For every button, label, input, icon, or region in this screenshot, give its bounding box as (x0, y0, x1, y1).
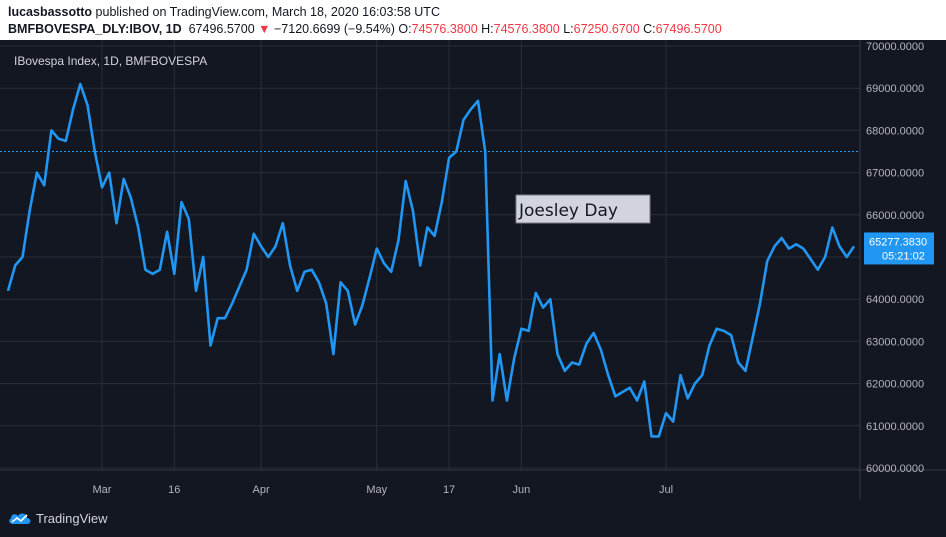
y-tick-label: 69000.0000 (866, 83, 924, 95)
symbol-label: BMFBOVESPA_DLY:IBOV, 1D (8, 22, 182, 36)
series-line (6, 82, 856, 438)
tradingview-cloud-icon (9, 513, 31, 524)
x-tick-label: Jun (513, 484, 531, 496)
x-tick-label: Jul (659, 484, 673, 496)
y-tick-label: 67000.0000 (866, 168, 924, 180)
price-chart[interactable]: 60000.0000 61000.0000 62000.0000 63000.0000… (0, 40, 946, 500)
low-label: L: (563, 22, 574, 36)
chart-legend: IBovespa Index, 1D, BMFBOVESPA (14, 54, 207, 68)
x-tick-label: Mar (93, 484, 112, 496)
y-tick-label: 61000.0000 (866, 421, 924, 433)
y-tick-label: 68000.0000 (866, 125, 924, 137)
x-tick-label: Apr (253, 484, 270, 496)
annotation-text: Joesley Day (518, 201, 618, 221)
x-tick-label: 16 (168, 484, 180, 496)
bar-countdown: 05:21:02 (882, 250, 925, 262)
price-change: −7120.6699 (−9.54%) (274, 22, 395, 36)
x-tick-label: May (366, 484, 387, 496)
high-label: H: (481, 22, 494, 36)
high-value: 74576.3800 (493, 22, 560, 36)
chart-footer: TradingView (0, 500, 946, 537)
y-tick-label: 66000.0000 (866, 210, 924, 222)
close-label: C: (643, 22, 656, 36)
y-tick-label: 70000.0000 (866, 41, 924, 53)
y-tick-label: 64000.0000 (866, 294, 924, 306)
y-tick-label: 62000.0000 (866, 379, 924, 391)
last-price: 67496.5700 (188, 22, 255, 36)
published-text: published on TradingView.com, March 18, … (95, 5, 440, 19)
author-name[interactable]: lucasbassotto (8, 5, 93, 19)
y-tick-label: 60000.0000 (866, 463, 924, 475)
publish-line: lucasbassotto published on TradingView.c… (8, 5, 440, 19)
chart-header: lucasbassotto published on TradingView.c… (0, 0, 946, 40)
ohlc-line: BMFBOVESPA_DLY:IBOV, 1D 67496.5700 ▼ −71… (8, 22, 722, 36)
x-tick-label: 17 (443, 484, 455, 496)
y-tick-label: 63000.0000 (866, 336, 924, 348)
tradingview-logo[interactable]: TradingView (8, 510, 108, 526)
close-value: 67496.5700 (655, 22, 722, 36)
joesley-day-annotation[interactable]: Joesley Day (515, 194, 651, 224)
open-label: O: (398, 22, 412, 36)
chart-area[interactable]: 60000.0000 61000.0000 62000.0000 63000.0000… (0, 40, 946, 500)
current-price-tag: 65277.3830 05:21:02 (864, 232, 934, 265)
current-price-value: 65277.3830 (869, 236, 927, 248)
logo-text: TradingView (36, 510, 108, 526)
down-arrow-icon: ▼ (258, 22, 271, 36)
low-value: 67250.6700 (573, 22, 640, 36)
open-value: 74576.3800 (411, 22, 478, 36)
